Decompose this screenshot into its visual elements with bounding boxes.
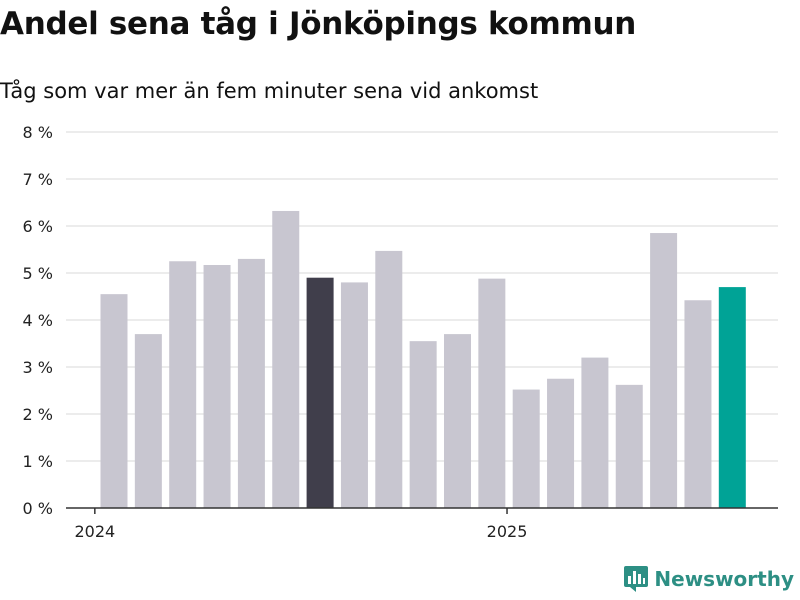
chart-title: Andel sena tåg i Jönköpings kommun (0, 6, 637, 42)
bar (237, 258, 265, 508)
bar (203, 265, 231, 508)
brand: Newsworthy (624, 566, 794, 592)
bar (684, 300, 712, 508)
bar (547, 378, 575, 508)
x-tick-label: 2024 (74, 522, 115, 541)
y-tick-label: 4 % (23, 311, 53, 330)
bar (581, 357, 609, 508)
y-tick-label: 8 % (23, 123, 53, 142)
y-tick-label: 0 % (23, 499, 53, 518)
bar (306, 277, 334, 508)
x-tick-label: 2025 (487, 522, 528, 541)
y-tick-label: 1 % (23, 452, 53, 471)
y-tick-label: 7 % (23, 170, 53, 189)
bar (375, 250, 403, 508)
bar (409, 341, 437, 508)
bar (272, 210, 300, 508)
bar (340, 282, 368, 508)
y-tick-label: 6 % (23, 217, 53, 236)
bar (512, 389, 540, 508)
bar (718, 287, 746, 508)
chart-subtitle: Tåg som var mer än fem minuter sena vid … (0, 79, 539, 103)
y-tick-label: 5 % (23, 264, 53, 283)
y-tick-label: 3 % (23, 358, 53, 377)
bar (478, 278, 506, 508)
bar (444, 334, 471, 508)
bar (134, 334, 162, 508)
bar (650, 233, 678, 509)
bar (615, 384, 643, 508)
bar (100, 294, 128, 508)
brand-name: Newsworthy (654, 567, 794, 591)
newsworthy-chart-icon (624, 566, 649, 592)
bar (169, 261, 197, 508)
y-tick-label: 2 % (23, 405, 53, 424)
